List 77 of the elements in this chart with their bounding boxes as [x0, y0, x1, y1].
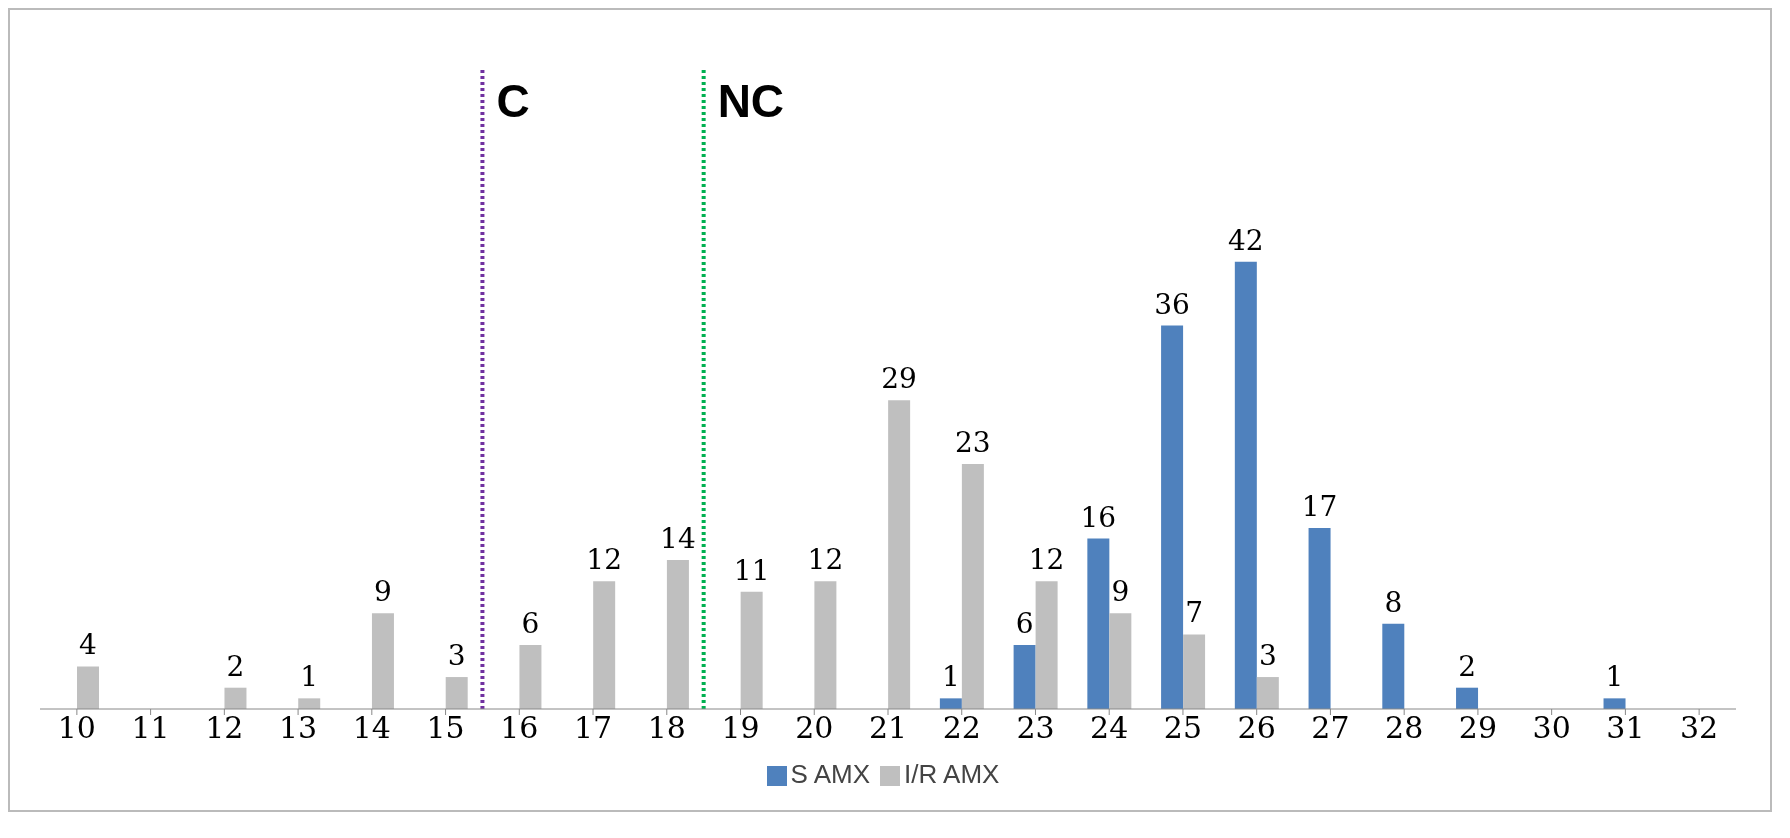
data-label: 16 [1080, 500, 1117, 534]
bar [224, 687, 247, 709]
data-label: 3 [1258, 639, 1277, 673]
x-tick-label: 18 [647, 710, 686, 746]
x-tick-label: 28 [1385, 710, 1424, 746]
x-tick-label: 12 [205, 710, 244, 746]
bar [77, 666, 99, 709]
bar [298, 698, 321, 709]
x-tick-label: 15 [426, 710, 465, 746]
bar [1013, 645, 1036, 709]
x-tick-label: 13 [278, 710, 318, 746]
ref-line-label: C [496, 74, 530, 127]
x-tick-label: 21 [868, 710, 908, 746]
data-label: 2 [226, 649, 245, 683]
bar [666, 559, 689, 709]
data-label: 3 [447, 639, 466, 673]
bar [961, 464, 984, 709]
x-tick-label: 17 [573, 710, 613, 746]
data-label: 1 [300, 660, 319, 694]
bar [1109, 613, 1132, 709]
data-label: 2 [1458, 649, 1476, 683]
bar [1183, 634, 1206, 709]
bar [939, 698, 962, 709]
data-label: 7 [1185, 596, 1203, 630]
data-label: 12 [586, 543, 622, 577]
bar [814, 581, 837, 709]
ref-line-label: NC [717, 74, 785, 127]
bar [1256, 677, 1279, 709]
data-label: 1 [1605, 660, 1624, 694]
bar [1382, 623, 1405, 709]
x-tick-label: 23 [1016, 710, 1055, 746]
data-label: 42 [1228, 223, 1264, 257]
bar [1161, 325, 1184, 709]
bar [1603, 698, 1626, 709]
x-tick-label: 24 [1090, 710, 1129, 746]
data-label: 6 [1015, 607, 1034, 641]
data-label: 11 [733, 553, 770, 587]
x-tick-label: 26 [1237, 710, 1276, 746]
data-label: 9 [374, 575, 392, 609]
bar [1035, 581, 1058, 709]
data-label: 12 [1028, 543, 1065, 577]
data-label: 8 [1384, 585, 1403, 619]
data-label: 23 [955, 426, 991, 460]
bar [593, 581, 616, 709]
x-tick-label: 27 [1311, 710, 1350, 746]
x-tick-label: 32 [1680, 710, 1719, 746]
data-label: 1 [941, 660, 960, 694]
data-label: 9 [1111, 575, 1130, 609]
x-tick-label: 30 [1532, 710, 1571, 746]
bar [445, 677, 468, 709]
x-tick-label: 19 [721, 710, 760, 746]
data-label: 17 [1301, 489, 1338, 523]
bar [1234, 261, 1257, 709]
legend-label: I/R AMX [904, 759, 1000, 789]
x-tick-label: 29 [1458, 710, 1498, 746]
x-tick-label: 14 [352, 710, 391, 746]
bar [1456, 687, 1479, 709]
bar [1087, 538, 1110, 709]
bar [1308, 527, 1331, 709]
x-tick-label: 20 [795, 710, 834, 746]
bar [371, 613, 394, 709]
x-tick-label: 25 [1163, 710, 1203, 746]
bar [888, 400, 911, 709]
data-label: 6 [521, 607, 540, 641]
legend-label: S AMX [790, 759, 871, 789]
x-tick-label: 10 [57, 710, 96, 746]
data-label: 36 [1154, 287, 1190, 321]
data-label: 12 [807, 543, 844, 577]
bar [519, 645, 542, 709]
x-tick-label: 22 [942, 710, 981, 746]
data-label: 29 [881, 362, 917, 396]
bar [740, 591, 763, 709]
data-label: 4 [79, 628, 97, 662]
x-tick-label: 31 [1606, 710, 1645, 746]
x-tick-label: 16 [500, 710, 539, 746]
data-label: 14 [660, 521, 696, 555]
x-tick-label: 11 [131, 710, 170, 746]
